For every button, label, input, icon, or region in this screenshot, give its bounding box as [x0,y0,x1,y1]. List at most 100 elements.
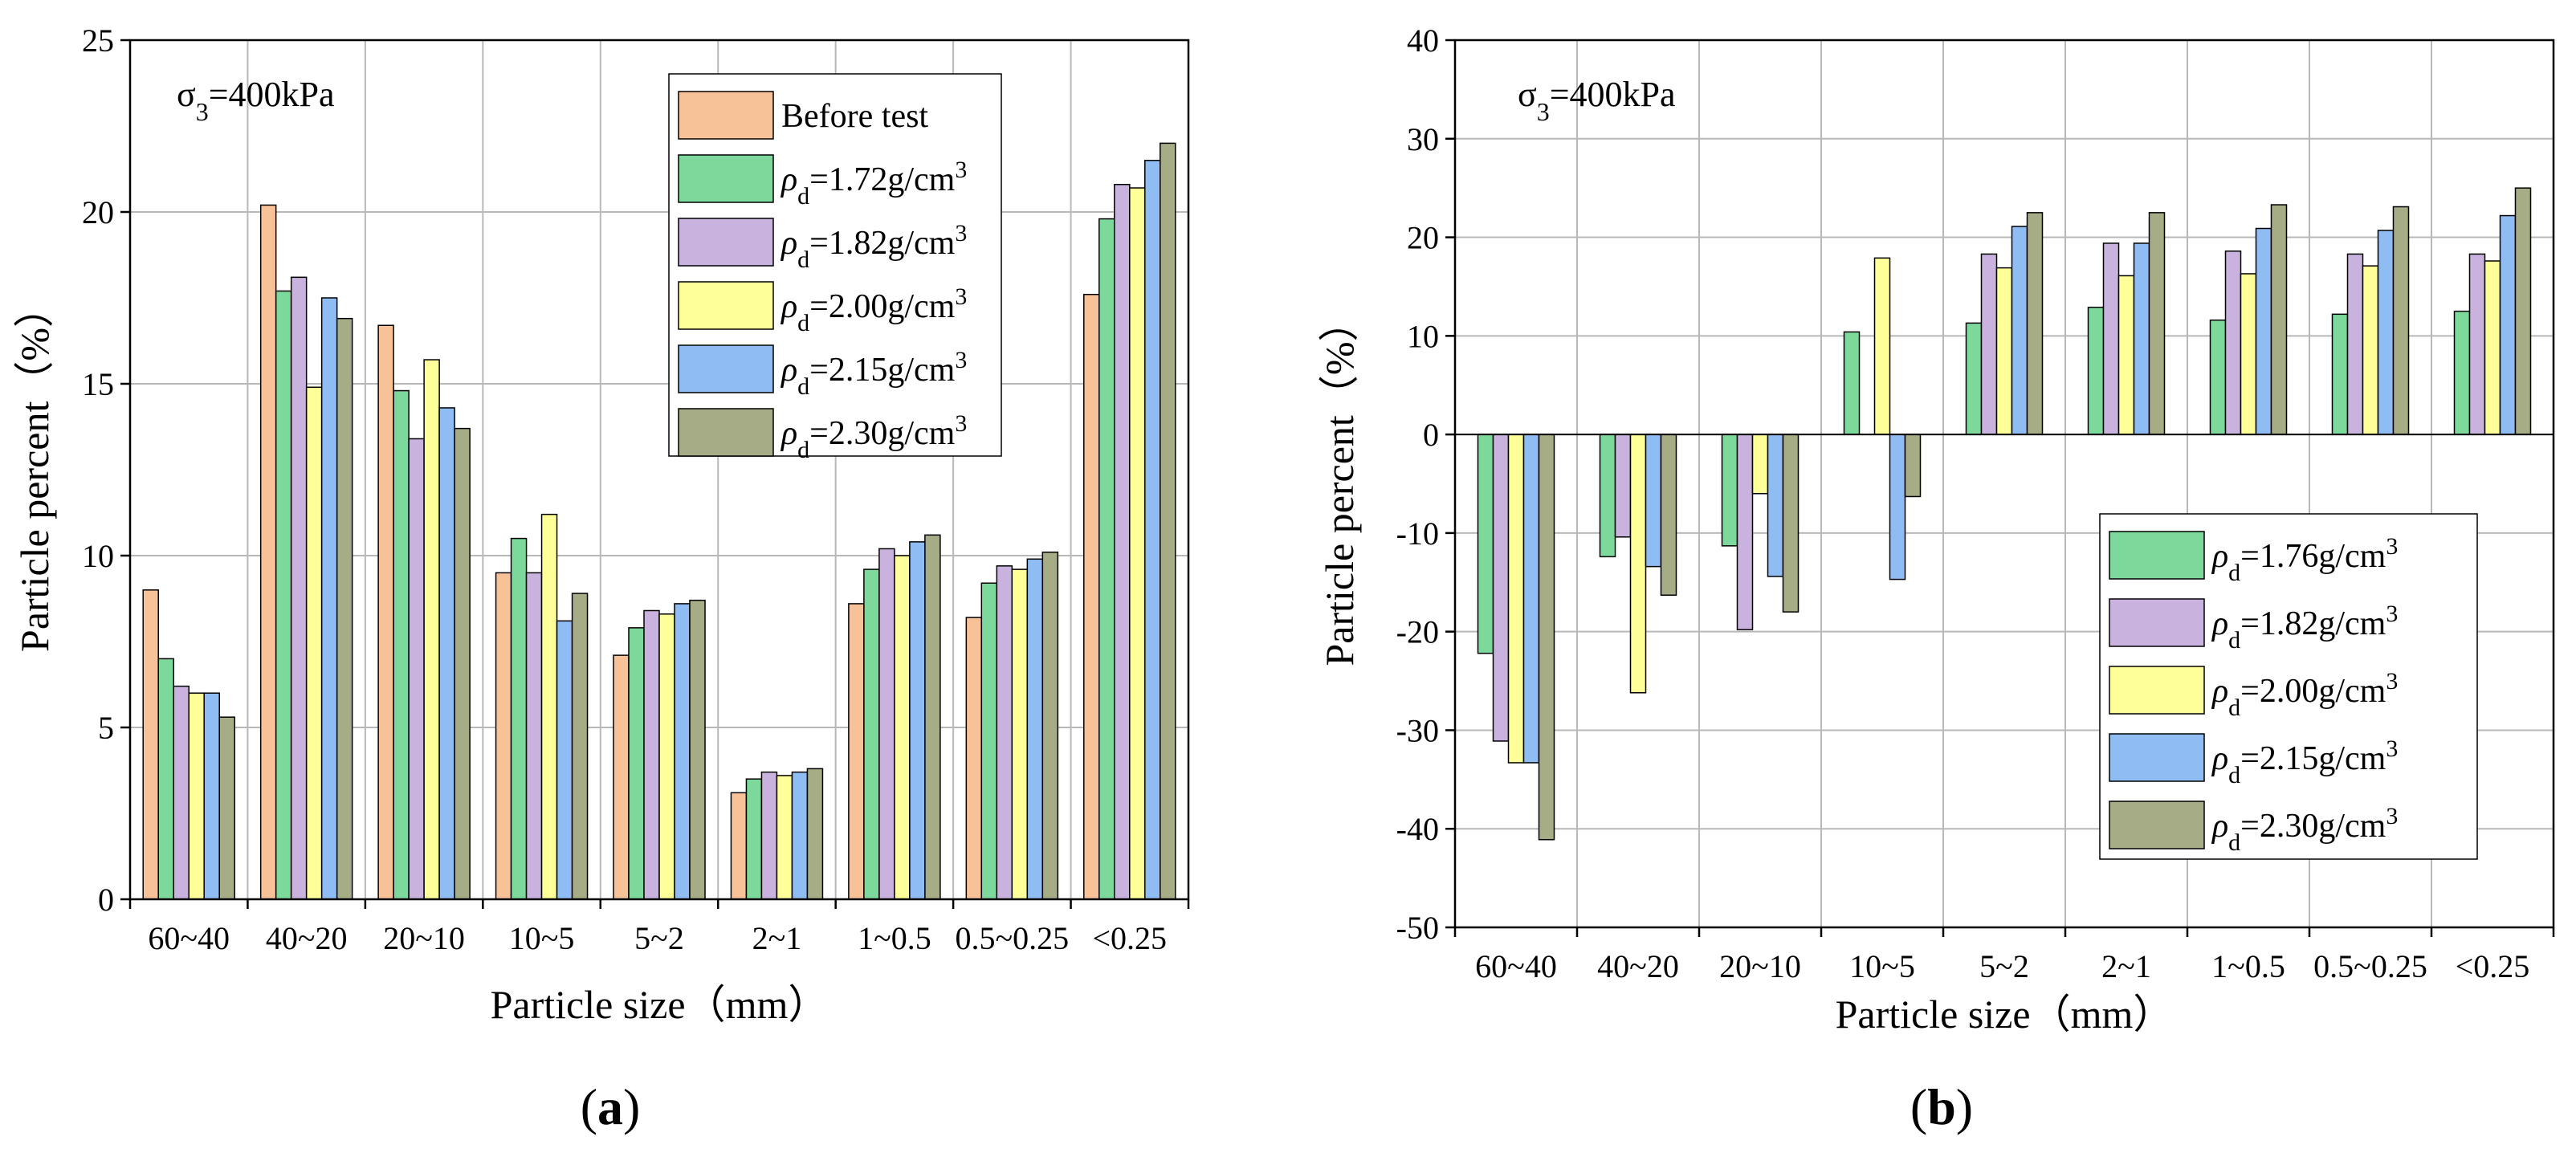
bar [1160,142,1176,900]
bar [157,658,174,900]
bar [996,565,1013,900]
legend-label: ρd=2.15g/cm3 [780,347,967,400]
bar [495,572,512,900]
x-tick-label: <0.25 [1092,920,1167,956]
panel-label: (b) [1910,1078,1973,1135]
y-tick-label: 25 [82,22,114,59]
stress-annotation: σ3=400kPa [1518,75,1676,126]
legend-swatch [678,218,774,267]
bar [408,438,425,900]
y-tick-label: 10 [82,538,114,574]
legend-label-rho: ρ [780,225,797,262]
stress-annotation: σ3=400kPa [177,75,335,126]
legend-label: ρd=1.76g/cm3 [2211,533,2398,586]
bar [878,548,895,900]
bar [1599,434,1616,558]
bar [571,593,589,900]
bar [1614,434,1632,538]
bars [1477,187,2532,841]
legend-swatch [2109,733,2205,782]
bar [2346,253,2364,435]
bar [2484,260,2501,435]
bar [377,324,394,900]
bar [2468,253,2486,435]
bar [1995,267,2013,435]
legend-label: ρd=1.72g/cm3 [780,157,967,210]
bars [142,142,1176,900]
legend-label-rho: ρ [780,352,797,389]
bar [1011,568,1029,900]
legend-label: ρd=2.30g/cm3 [780,410,967,463]
legend-label: ρd=1.82g/cm3 [2211,601,2398,654]
bar [689,599,706,900]
panel-label-open: ( [1910,1078,1927,1135]
bar [1538,434,1555,841]
bar [218,716,235,900]
annotation-sub: 3 [196,97,209,126]
legend-label-value: =1.72g/cm [809,161,955,198]
legend-swatch [678,154,774,203]
bar [894,555,911,900]
bar [1144,160,1161,900]
x-tick-label: 20~10 [383,920,465,956]
bar [1041,551,1059,900]
legend-label-value: =2.15g/cm [2240,740,2386,777]
bar [1782,434,1800,613]
y-tick-label: 40 [1407,22,1439,59]
bar [674,603,691,900]
legend-label-value: =1.76g/cm [2240,538,2386,575]
bar [2102,242,2120,435]
bar [1098,218,1115,900]
bar [1507,434,1525,764]
legend-label-sup: 3 [955,220,967,246]
x-tick-label: 60~40 [1475,948,1557,984]
bar [142,589,159,900]
legend-label-sub: d [797,437,809,463]
legend-label-sub: d [2228,627,2240,654]
legend-swatch [2109,598,2205,647]
legend-label-value: =2.30g/cm [809,415,955,452]
bar [1129,187,1146,900]
legend-label-sub: d [797,246,809,273]
bar [1660,434,1677,596]
x-tick-label: 5~2 [634,920,684,956]
bar [1980,253,1998,435]
bar [2255,227,2272,435]
bar [1522,434,1540,764]
bar [2331,313,2349,435]
bar [510,537,528,900]
bar [2453,310,2471,435]
bar [2362,265,2379,435]
legend-label: ρd=2.00g/cm3 [780,283,967,336]
bar [320,297,338,900]
bar [791,771,809,900]
bar [203,692,220,900]
bar [2392,206,2410,435]
x-tick-label: <0.25 [2456,948,2530,984]
y-tick-label: 5 [98,710,114,746]
bar [1083,293,1100,900]
bar [305,386,323,900]
x-tick-label: 2~1 [752,920,802,956]
bar [259,204,277,900]
bar [275,290,292,900]
bar [776,775,793,900]
x-tick-label: 20~10 [1719,948,1801,984]
bar [173,685,190,900]
plot-frame [128,39,1190,901]
bar [336,317,353,900]
legend-label-value: =2.00g/cm [2240,673,2386,710]
bar [2011,226,2028,435]
legend-label: Before test [781,98,928,135]
bar [290,276,308,900]
legend-label-sup: 3 [2386,735,2398,762]
bar [924,534,941,900]
y-tick-label: -40 [1396,811,1439,847]
bar [909,541,926,900]
legend-label-rho: ρ [780,161,797,198]
x-tick-label: 40~20 [266,920,348,956]
bar [1904,434,1922,498]
legend-label-sup: 3 [955,347,967,373]
panel-label-close: ) [1956,1078,1973,1135]
legend-label-sub: d [797,310,809,336]
